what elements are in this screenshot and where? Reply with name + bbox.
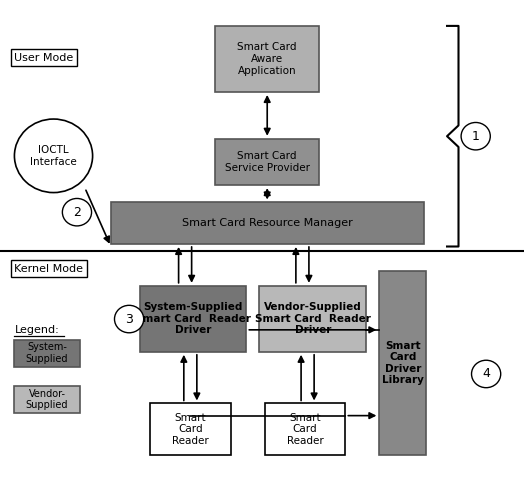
- FancyBboxPatch shape: [259, 286, 366, 352]
- FancyBboxPatch shape: [379, 271, 426, 455]
- Text: Smart Card Resource Manager: Smart Card Resource Manager: [182, 218, 353, 228]
- Circle shape: [461, 122, 490, 150]
- Text: Vendor-Supplied
Smart Card  Reader
Driver: Vendor-Supplied Smart Card Reader Driver: [255, 302, 371, 335]
- Text: Smart
Card
Driver
Library: Smart Card Driver Library: [382, 341, 424, 386]
- Text: Smart
Card
Reader: Smart Card Reader: [172, 413, 209, 446]
- Text: Legend:: Legend:: [15, 325, 59, 335]
- Circle shape: [115, 305, 144, 333]
- Text: Kernel Mode: Kernel Mode: [15, 264, 83, 274]
- Text: Smart Card
Service Provider: Smart Card Service Provider: [225, 151, 310, 173]
- FancyBboxPatch shape: [111, 203, 423, 244]
- FancyBboxPatch shape: [265, 403, 345, 455]
- Circle shape: [62, 199, 92, 226]
- Text: Smart Card
Aware
Application: Smart Card Aware Application: [237, 42, 297, 75]
- Text: Smart
Card
Reader: Smart Card Reader: [287, 413, 323, 446]
- FancyBboxPatch shape: [215, 139, 319, 185]
- Text: System-
Supplied: System- Supplied: [26, 342, 68, 364]
- Text: 4: 4: [482, 367, 490, 381]
- Circle shape: [472, 360, 501, 387]
- FancyBboxPatch shape: [15, 386, 80, 413]
- Text: User Mode: User Mode: [15, 53, 74, 63]
- Text: 1: 1: [472, 130, 479, 142]
- Text: System-Supplied
Smart Card  Reader
Driver: System-Supplied Smart Card Reader Driver: [135, 302, 251, 335]
- FancyBboxPatch shape: [150, 403, 231, 455]
- Text: Vendor-
Supplied: Vendor- Supplied: [26, 389, 68, 411]
- Text: IOCTL
Interface: IOCTL Interface: [30, 145, 77, 167]
- FancyBboxPatch shape: [139, 286, 246, 352]
- FancyBboxPatch shape: [15, 340, 80, 367]
- FancyBboxPatch shape: [215, 26, 319, 92]
- Text: 2: 2: [73, 206, 81, 219]
- Ellipse shape: [15, 119, 93, 193]
- Text: 3: 3: [125, 313, 133, 325]
